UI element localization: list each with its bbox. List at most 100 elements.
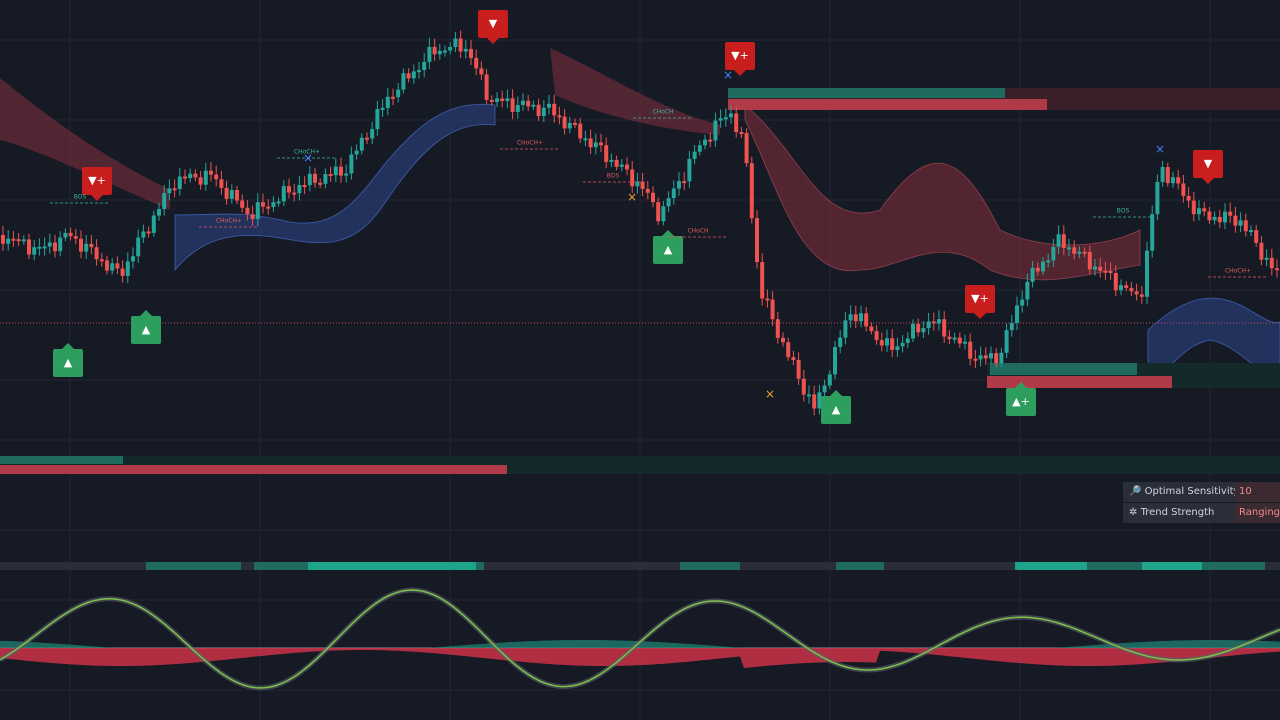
candle-body: [604, 145, 609, 162]
signal-marker: ▲+: [1006, 382, 1036, 416]
candle-body: [562, 116, 567, 129]
candle-body: [328, 174, 333, 177]
structure-label: CHoCH+: [1225, 268, 1251, 275]
resistance-band: [744, 104, 1141, 281]
candle-body: [1020, 299, 1025, 306]
panel-key-text: Optimal Sensitivity: [1144, 486, 1240, 497]
candle-body: [770, 299, 775, 320]
candle-body: [1108, 271, 1113, 274]
candle-body: [957, 337, 962, 344]
candle-body: [859, 313, 863, 322]
candle-body: [1238, 220, 1243, 226]
candle-body: [1067, 247, 1071, 250]
candle-body: [1269, 257, 1274, 269]
signal-marker: ▲: [653, 230, 683, 264]
candle-body: [781, 337, 785, 343]
candle-body: [37, 246, 42, 249]
candle-body: [1217, 216, 1222, 223]
panel-row: 🔎 Optimal Sensitivity 10: [1123, 482, 1280, 503]
candle-body: [219, 179, 224, 188]
signal-box: [725, 42, 755, 70]
candle-body: [73, 236, 78, 239]
bear-zone: [0, 465, 507, 474]
candle-body: [526, 100, 531, 107]
candle-body: [879, 340, 884, 346]
panel-key-text: Trend Strength: [1140, 507, 1215, 518]
bear-zone: [987, 376, 1172, 388]
candle-body: [744, 132, 749, 164]
candle-body: [344, 173, 349, 176]
candle-body: [500, 98, 505, 101]
candle-body: [1098, 266, 1103, 271]
candle-body: [807, 394, 811, 397]
candle-body: [42, 246, 47, 249]
candle-body: [1077, 251, 1082, 254]
svg-text:×: ×: [723, 68, 733, 82]
signal-pointer: [487, 38, 499, 44]
candle-body: [110, 263, 115, 271]
candle-body: [547, 103, 551, 108]
info-panel: 🔎 Optimal Sensitivity 10 ✲ Trend Strength…: [1123, 482, 1280, 524]
candle-body: [671, 188, 676, 199]
candle-body: [723, 117, 728, 120]
osc-wave: [0, 589, 1280, 689]
candle-body: [926, 321, 931, 329]
candle-body: [261, 202, 265, 207]
candle-body: [1087, 251, 1092, 270]
structure-label: CHoCH+: [216, 218, 242, 225]
candle-body: [1191, 200, 1196, 215]
structure-label: BOS: [1117, 208, 1130, 215]
candle-body: [885, 338, 889, 346]
panel-value: 10: [1235, 482, 1280, 502]
candle-body: [713, 120, 718, 141]
candle-body: [1072, 247, 1077, 254]
candle-body: [609, 159, 614, 162]
candle-body: [989, 353, 993, 359]
candle-body: [890, 338, 895, 350]
signal-box: [53, 349, 83, 377]
candle-body: [801, 378, 806, 395]
signal-box: [1193, 150, 1223, 178]
signal-pointer: [1202, 178, 1214, 184]
candle-body: [437, 50, 442, 55]
signal-marker: ▼+: [82, 167, 112, 201]
signal-marker: ▲: [821, 390, 851, 424]
candle-body: [666, 198, 671, 207]
signal-marker: ▼: [478, 10, 508, 44]
candle-body: [16, 239, 21, 242]
candle-body: [614, 159, 619, 167]
candle-body: [968, 341, 973, 359]
candle-body: [406, 73, 411, 79]
candle-body: [573, 122, 577, 125]
candle-body: [489, 99, 494, 102]
signal-box: [965, 285, 995, 313]
candle-body: [1228, 211, 1233, 216]
candle-body: [120, 268, 125, 276]
candle-body: [94, 247, 99, 260]
candle-body: [1181, 183, 1186, 196]
candle-body: [999, 352, 1004, 364]
candle-body: [1056, 234, 1061, 247]
candle-body: [905, 338, 910, 343]
bear-zone: [728, 99, 1047, 110]
candle-body: [760, 262, 765, 299]
candle-body: [198, 177, 203, 185]
candle-body: [1061, 234, 1066, 248]
structure-label: CHoCH+: [517, 140, 543, 147]
candle-body: [718, 118, 723, 121]
signal-box: [653, 236, 683, 264]
candle-body: [703, 139, 707, 146]
candle-body: [921, 328, 926, 333]
signal-marker: ▼+: [965, 285, 995, 319]
candle-body: [105, 260, 109, 271]
candle-body: [68, 232, 73, 237]
candle-body: [937, 319, 941, 324]
candle-body: [1145, 250, 1149, 297]
candle-body: [838, 337, 843, 348]
candle-body: [422, 61, 427, 71]
signal-label: ▼+: [731, 49, 749, 62]
candle-body: [209, 170, 213, 175]
candle-body: [848, 314, 853, 321]
signal-marker: ▲: [53, 343, 83, 377]
